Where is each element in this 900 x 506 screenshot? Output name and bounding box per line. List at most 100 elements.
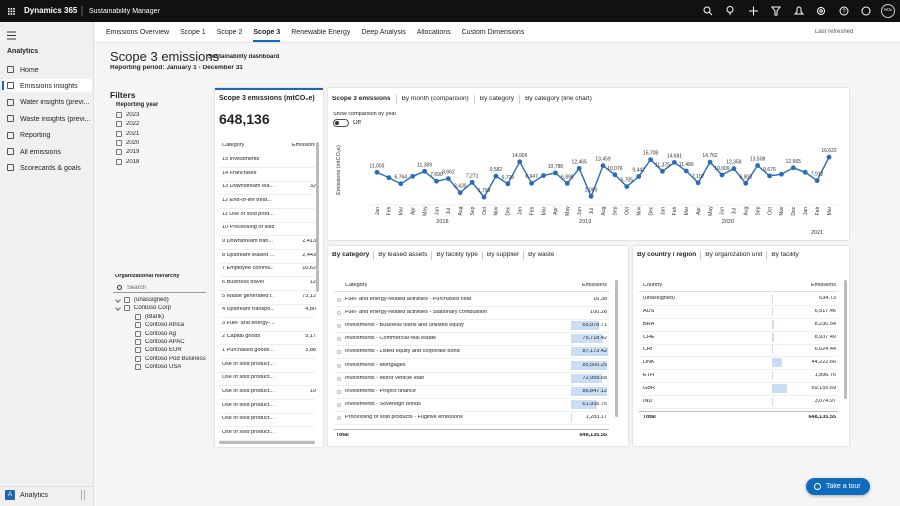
summary-row-category: Use of sold product... <box>222 403 274 409</box>
x-tick-label: Jan <box>375 207 381 215</box>
tree-checkbox[interactable] <box>135 322 141 328</box>
row-icon <box>337 364 341 368</box>
year-option[interactable]: 2021 <box>126 131 139 137</box>
summary-col-emissions: Emissions <box>292 143 315 149</box>
tree-label[interactable]: Contoso USA <box>145 364 181 370</box>
tree-checkbox[interactable] <box>135 347 141 353</box>
tree-checkbox[interactable] <box>135 364 141 370</box>
year-checkbox[interactable] <box>116 112 122 118</box>
tree-label[interactable]: Contoso Corp <box>134 305 171 311</box>
x-tick-label: Apr <box>410 207 416 215</box>
table-tab[interactable]: By supplier <box>487 252 519 259</box>
tree-label[interactable]: Contoso Africa <box>145 322 184 328</box>
table-tab[interactable]: By leased assets <box>378 252 427 259</box>
table-row-value: 65,978.71 <box>557 323 607 329</box>
table-tab[interactable]: By country / region <box>637 252 696 259</box>
table-total-label: Total <box>336 433 349 439</box>
tab[interactable]: Allocations <box>417 29 451 36</box>
tree-label[interactable]: (Blank) <box>145 314 164 320</box>
tab[interactable]: Renewable Energy <box>291 29 350 36</box>
x-tick-label: Jan <box>660 207 666 215</box>
year-option[interactable]: 2019 <box>126 149 139 155</box>
point <box>422 169 427 174</box>
point <box>767 173 772 178</box>
table-row-value: 6,624.44 <box>786 347 836 353</box>
year-checkbox[interactable] <box>116 159 122 165</box>
nav-item[interactable]: Waste insights (previ... <box>20 116 90 123</box>
x-tick-label: Apr <box>553 207 559 215</box>
nav-icon <box>7 164 14 171</box>
table-row-value: 75,718.42 <box>557 336 607 342</box>
table-row-value: 1,896.76 <box>786 373 836 379</box>
tree-checkbox[interactable] <box>124 297 130 303</box>
table-row-divider <box>334 424 609 425</box>
tour-label[interactable]: Take a tour <box>826 483 861 490</box>
table-row-value: 86,847.12 <box>557 389 607 395</box>
value-label: 12,465 <box>572 159 588 165</box>
area-badge[interactable]: A <box>5 490 15 500</box>
year-checkbox[interactable] <box>116 121 122 127</box>
table-row-divider <box>639 382 838 383</box>
nav-item[interactable]: Reporting <box>20 132 90 139</box>
tree-label[interactable]: Contoso Pod Business <box>145 356 206 362</box>
year-checkbox[interactable] <box>116 149 122 155</box>
x-tick-label: Aug <box>458 206 464 215</box>
nav-item[interactable]: Home <box>20 67 90 74</box>
data-bar <box>772 358 782 367</box>
value-label: 10,788 <box>548 164 564 170</box>
table-tab-divider <box>482 251 483 260</box>
tab[interactable]: Deep Analysis <box>361 29 405 36</box>
table-total-value: 648,135.55 <box>786 415 836 421</box>
year-option[interactable]: 2022 <box>126 121 139 127</box>
nav-icon <box>7 66 14 73</box>
nav-icon <box>7 99 14 106</box>
menu-icon[interactable] <box>4 26 24 46</box>
table-tab[interactable]: By organization unit <box>705 252 762 259</box>
value-label: 11,486 <box>679 162 694 168</box>
tree-label[interactable]: (unassigned) <box>134 297 169 303</box>
summary-row-category: 1 Purchased goods ... <box>222 348 274 354</box>
nav-item[interactable]: Scorecards & goals <box>20 165 90 172</box>
tree-label[interactable]: Contoso APAC <box>145 339 185 345</box>
table-row-label: CRI <box>643 347 768 353</box>
tree-checkbox[interactable] <box>135 339 141 345</box>
tree-checkbox[interactable] <box>135 314 141 320</box>
point <box>827 155 832 160</box>
table-tab[interactable]: By waste <box>528 252 554 259</box>
table-tab[interactable]: By category <box>332 252 369 259</box>
nav-icon <box>7 82 14 89</box>
year-option[interactable]: 2020 <box>126 140 139 146</box>
tab[interactable]: Scope 2 <box>217 29 243 36</box>
table-tab[interactable]: By facility type <box>436 252 478 259</box>
nav-item[interactable]: Water insights (previ... <box>20 99 90 106</box>
tab[interactable]: Emissions Overview <box>106 29 169 36</box>
data-bar <box>772 384 787 393</box>
area-name[interactable]: Analytics <box>20 492 48 499</box>
tab[interactable]: Scope 1 <box>180 29 206 36</box>
tree-checkbox[interactable] <box>124 305 130 311</box>
summary-row-category: 6 Business travel <box>222 280 274 286</box>
table-total-value: 648,135.55 <box>557 433 607 439</box>
table-row-divider <box>334 306 609 307</box>
summary-row-category: Use of sold product... <box>222 430 274 436</box>
tab-underline <box>253 40 280 42</box>
tree-checkbox[interactable] <box>135 356 141 362</box>
x-tick-label: Feb <box>529 206 535 215</box>
tab[interactable]: Custom Dimensions <box>462 29 525 36</box>
dashboard-badge: Sustainability dashboard <box>208 54 279 60</box>
table-row-divider <box>334 372 609 373</box>
nav-item[interactable]: Emissions insights <box>20 83 90 90</box>
tree-checkbox[interactable] <box>135 331 141 337</box>
year-checkbox[interactable] <box>116 140 122 146</box>
nav-item[interactable]: All emissions <box>20 149 90 156</box>
avatar-initials[interactable]: RS <box>882 8 894 14</box>
table-row-label: Investments - Listed equity and corporat… <box>345 349 567 355</box>
table-row-label: Investments - Mortgages <box>345 363 567 369</box>
year-option[interactable]: 2023 <box>126 112 139 118</box>
tree-label[interactable]: Contoso EUR <box>145 347 182 353</box>
tab[interactable]: Scope 3 <box>253 29 280 36</box>
year-checkbox[interactable] <box>116 131 122 137</box>
year-option[interactable]: 2018 <box>126 159 139 165</box>
table-tab[interactable]: By facility <box>771 252 798 259</box>
tree-label[interactable]: Contoso Ag <box>145 331 176 337</box>
